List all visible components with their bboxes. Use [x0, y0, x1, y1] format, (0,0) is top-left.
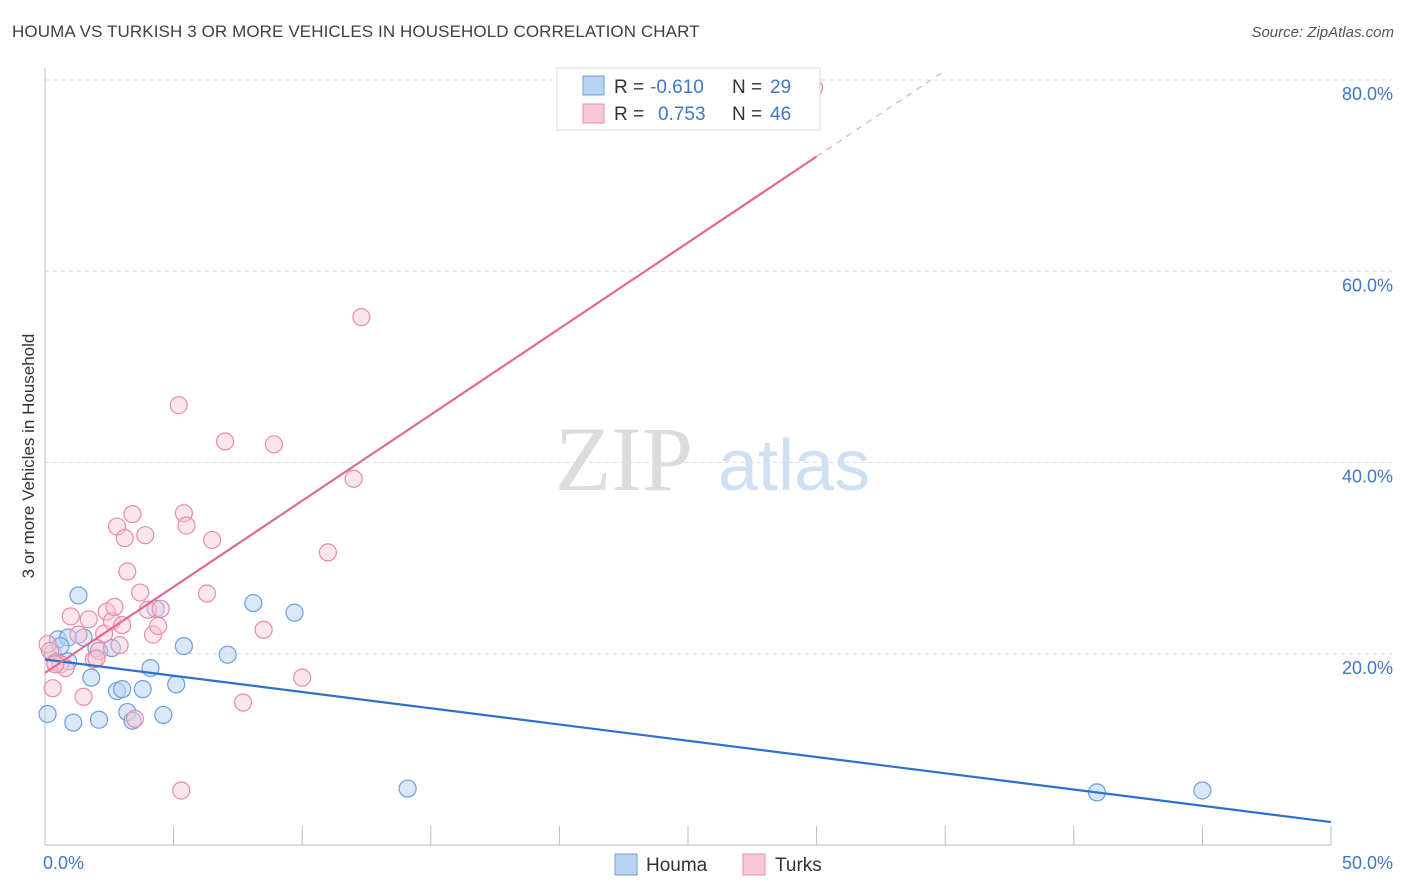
- houma-point-23: [285, 603, 304, 622]
- houma-point-7: [82, 668, 101, 687]
- houma-point-9: [89, 710, 109, 729]
- turks-point-26: [143, 625, 163, 644]
- turks-point-39: [318, 543, 338, 562]
- turks-point-36: [254, 620, 273, 639]
- houma-point-14: [123, 711, 142, 730]
- houma-point-21: [218, 645, 237, 664]
- turks-point-33: [203, 530, 222, 550]
- houma-point-5: [69, 586, 88, 605]
- houma-r-value: -0.610: [650, 77, 704, 98]
- houma-point-0: [38, 704, 57, 724]
- turks-point-8: [74, 687, 93, 706]
- y-axis-label: 3 or more Vehicles in Household: [19, 334, 38, 579]
- houma-r-label: R =: [614, 77, 644, 98]
- y-tick-label-3: 80.0%: [1342, 84, 1393, 104]
- houma-trend-line: [44, 658, 1332, 824]
- bottom-legend: Houma Turks: [614, 853, 822, 876]
- watermark-atlas: atlas: [718, 426, 870, 506]
- turks-trend-line: [44, 155, 818, 674]
- houma-point-22: [244, 593, 263, 613]
- turks-point-32: [197, 584, 217, 603]
- turks-point-22: [125, 709, 145, 728]
- turks-point-24: [136, 526, 155, 545]
- turks-point-40: [344, 469, 363, 488]
- bottom-legend-turks-swatch: [742, 853, 766, 876]
- houma-point-26: [1193, 781, 1212, 800]
- axes: [44, 68, 1332, 846]
- houma-point-12: [113, 680, 132, 699]
- houma-point-24: [398, 779, 417, 798]
- turks-point-34: [215, 432, 235, 451]
- series-houma: [38, 586, 1212, 802]
- turks-point-31: [177, 516, 196, 535]
- houma-point-15: [133, 680, 152, 699]
- turks-trend-extension: [816, 69, 946, 157]
- turks-point-41: [352, 308, 371, 327]
- turks-point-23: [131, 583, 150, 602]
- chart-title: HOUMA VS TURKISH 3 OR MORE VEHICLES IN H…: [12, 22, 700, 41]
- turks-point-20: [118, 562, 137, 581]
- turks-n-value: 46: [770, 104, 791, 125]
- houma-n-value: 29: [770, 77, 791, 98]
- turks-point-29: [172, 781, 191, 800]
- trend-lines: [44, 69, 1332, 824]
- series-turks: [38, 78, 824, 800]
- turks-point-38: [293, 668, 312, 687]
- turks-point-2: [43, 679, 62, 698]
- turks-point-19: [115, 528, 134, 548]
- turks-r-value: 0.753: [658, 104, 706, 125]
- bottom-legend-houma: Houma: [646, 855, 708, 876]
- turks-point-37: [264, 435, 284, 454]
- turks-r-label: R =: [614, 104, 644, 125]
- houma-point-20: [174, 636, 193, 656]
- source-label: Source: ZipAtlas.com: [1251, 24, 1394, 41]
- turks-point-45: [151, 599, 170, 618]
- watermark-zip: ZIP: [555, 408, 693, 510]
- x-tick-label-1: 50.0%: [1342, 853, 1393, 873]
- turks-point-35: [233, 693, 253, 712]
- houma-point-18: [154, 705, 173, 725]
- y-tick-label-2: 60.0%: [1342, 275, 1393, 295]
- turks-swatch: [582, 103, 605, 124]
- x-tick-label-0: 0.0%: [43, 853, 84, 873]
- stats-legend: R = -0.610 N = 29 R = 0.753 N = 46: [556, 67, 821, 131]
- bottom-legend-turks: Turks: [775, 855, 822, 876]
- houma-point-19: [167, 675, 186, 694]
- houma-n-label: N =: [732, 77, 762, 98]
- turks-point-18: [113, 615, 132, 635]
- grid-lines: [45, 79, 1392, 655]
- houma-swatch: [582, 75, 605, 96]
- turks-point-9: [79, 610, 98, 629]
- turks-point-17: [110, 636, 129, 655]
- turks-point-7: [69, 625, 88, 644]
- houma-point-4: [64, 713, 83, 732]
- bottom-legend-houma-swatch: [614, 853, 638, 876]
- turks-point-6: [61, 607, 80, 626]
- y-tick-label-0: 20.0%: [1342, 658, 1393, 678]
- turks-point-28: [169, 396, 188, 415]
- turks-point-27: [149, 616, 168, 636]
- turks-point-21: [123, 505, 142, 524]
- turks-point-15: [105, 597, 124, 616]
- turks-n-label: N =: [732, 104, 762, 125]
- y-tick-label-1: 40.0%: [1342, 467, 1393, 487]
- tick-labels: 20.0% 40.0% 60.0% 80.0% 0.0% 50.0%: [43, 84, 1393, 873]
